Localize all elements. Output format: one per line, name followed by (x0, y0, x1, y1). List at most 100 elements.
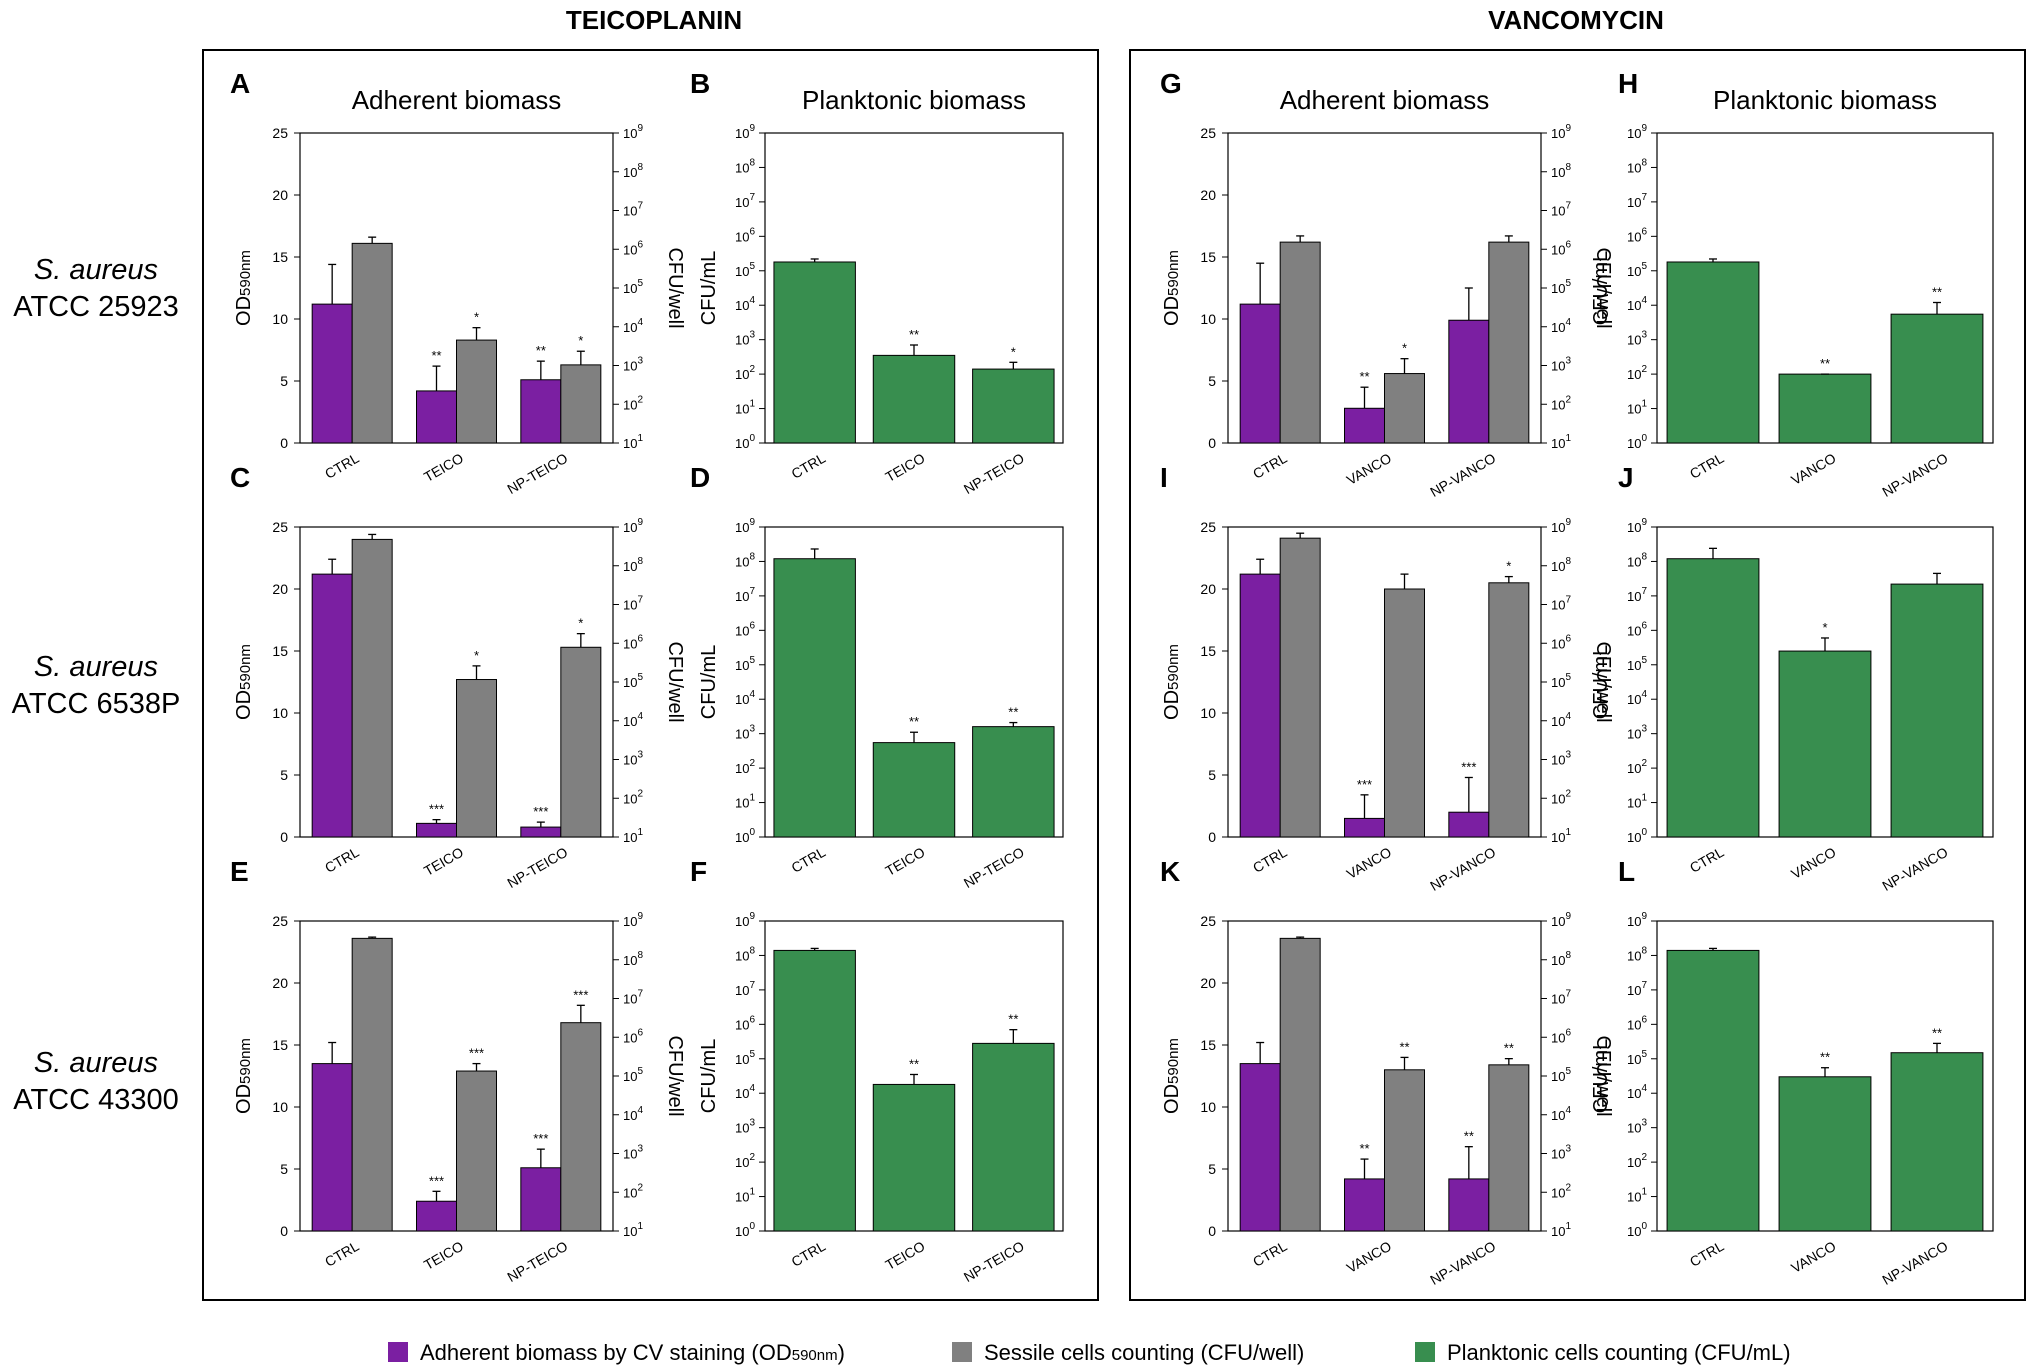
y-tick-label: 102 (1627, 1152, 1647, 1170)
strain-species: S. aureus (34, 651, 158, 683)
planktonic-bar (1890, 1052, 1984, 1232)
adherent-bar (311, 303, 353, 444)
tick-exponent: 4 (1641, 689, 1647, 700)
x-tick-label: TEICO (882, 1238, 927, 1273)
sessile-bar (1279, 537, 1321, 838)
planktonic-bar (872, 1083, 956, 1232)
y-tick-label: 101 (1551, 827, 1571, 845)
tick-exponent: 2 (1565, 1182, 1571, 1193)
y-tick-label: 103 (623, 750, 643, 768)
panel-letter: G (1160, 68, 1182, 99)
sessile-bar (560, 364, 602, 444)
tick-base: 10 (735, 658, 749, 673)
planktonic-bar (1778, 373, 1872, 444)
panel-title: Adherent biomass (1280, 85, 1490, 115)
tick-exponent: 5 (1641, 261, 1647, 272)
y-axis-label-sub: 590nm (1165, 644, 1182, 690)
y-tick-label: 10 (272, 311, 288, 327)
y-tick-label: 106 (1627, 226, 1647, 244)
tick-base: 10 (623, 397, 637, 412)
tick-base: 10 (1551, 714, 1565, 729)
tick-base: 10 (1627, 520, 1641, 535)
y-tick-label: 106 (735, 620, 755, 638)
tick-exponent: 4 (749, 295, 755, 306)
x-tick-label: TEICO (421, 1238, 466, 1273)
strain-atcc: ATCC 25923 (13, 291, 179, 323)
legend-label-sessile: Sessile cells counting (CFU/well) (984, 1340, 1304, 1365)
y-tick-label: 102 (623, 788, 643, 806)
tick-exponent: 0 (1641, 433, 1647, 444)
tick-exponent: 1 (749, 399, 755, 410)
adherent-bar (1344, 817, 1385, 838)
tick-exponent: 2 (749, 1152, 755, 1163)
tick-base: 10 (623, 242, 637, 257)
y-tick-label: 101 (1551, 1221, 1571, 1239)
x-tick-label: NP-TEICO (504, 1238, 570, 1285)
adherent-bar (416, 390, 457, 444)
sessile-bar (351, 538, 393, 838)
x-tick-label: VANCO (1344, 450, 1394, 488)
tick-exponent: 6 (637, 1027, 643, 1038)
y-axis-label-main: OD (1161, 296, 1183, 326)
tick-exponent: 9 (1565, 123, 1571, 134)
planktonic-bar (1778, 650, 1872, 838)
y-tick-label: 102 (1551, 394, 1571, 412)
tick-exponent: 1 (637, 1221, 643, 1232)
tick-exponent: 6 (749, 620, 755, 631)
tick-base: 10 (735, 264, 749, 279)
y-axis-label-main: OD (233, 296, 255, 326)
y-tick-label: 106 (623, 239, 643, 257)
tick-exponent: 7 (749, 192, 755, 203)
significance-label: * (578, 616, 583, 631)
significance-label: ** (1820, 356, 1830, 371)
y-tick-label: 109 (1627, 123, 1647, 141)
y-tick-label: 104 (735, 689, 755, 707)
y-tick-label: 0 (1208, 1223, 1216, 1239)
tick-base: 10 (1627, 761, 1641, 776)
tick-exponent: 6 (1565, 633, 1571, 644)
y-tick-label: 106 (623, 1027, 643, 1045)
y-tick-label: 107 (735, 192, 755, 210)
planktonic-bar (972, 368, 1055, 444)
tick-base: 10 (1551, 992, 1565, 1007)
legend-label-sub: 590nm (792, 1347, 838, 1364)
tick-exponent: 1 (1641, 1187, 1647, 1198)
x-tick-label: NP-VANCO (1427, 844, 1498, 894)
tick-exponent: 2 (637, 394, 643, 405)
y-tick-label: 104 (1551, 711, 1571, 729)
x-tick-label: NP-VANCO (1879, 450, 1950, 500)
tick-base: 10 (1551, 126, 1565, 141)
y-tick-label: 5 (1208, 373, 1216, 389)
panel-title: Planktonic biomass (802, 85, 1026, 115)
tick-base: 10 (1627, 1017, 1641, 1032)
y-tick-label: 100 (735, 1221, 755, 1239)
strain-species: S. aureus (34, 1047, 158, 1079)
tick-base: 10 (623, 636, 637, 651)
y-tick-label: 108 (735, 551, 755, 569)
panel-title: Planktonic biomass (1713, 85, 1937, 115)
tick-exponent: 3 (1641, 330, 1647, 341)
tick-exponent: 1 (637, 433, 643, 444)
tick-base: 10 (735, 520, 749, 535)
y-tick-label: 20 (1200, 581, 1216, 597)
y2-axis-label: CFU/well (664, 641, 686, 722)
tick-exponent: 4 (1641, 295, 1647, 306)
tick-exponent: 0 (749, 433, 755, 444)
tick-base: 10 (1551, 598, 1565, 613)
y-tick-label: 104 (623, 317, 643, 335)
y-axis-label: OD590nm (1161, 1038, 1183, 1114)
significance-label: *** (1461, 759, 1476, 774)
x-tick-label: NP-VANCO (1879, 1238, 1950, 1288)
tick-exponent: 8 (1565, 950, 1571, 961)
y-tick-label: 108 (1627, 945, 1647, 963)
tick-base: 10 (1551, 1185, 1565, 1200)
tick-base: 10 (623, 1147, 637, 1162)
tick-base: 10 (623, 165, 637, 180)
tick-base: 10 (623, 753, 637, 768)
panel-letter: C (230, 462, 250, 493)
y-tick-label: 107 (1551, 595, 1571, 613)
tick-base: 10 (1551, 1147, 1565, 1162)
x-tick-label: TEICO (882, 450, 927, 485)
tick-base: 10 (1551, 753, 1565, 768)
tick-base: 10 (623, 1224, 637, 1239)
